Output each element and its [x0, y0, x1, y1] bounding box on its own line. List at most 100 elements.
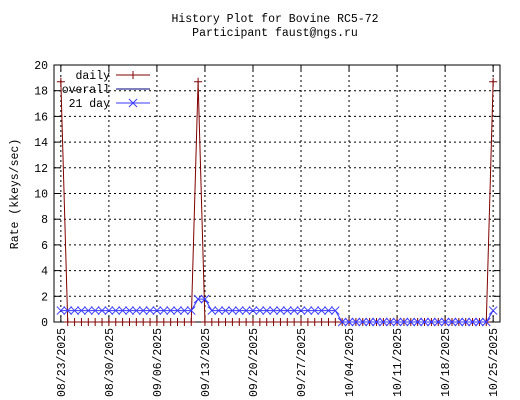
point-marker	[200, 318, 209, 326]
point-marker	[90, 306, 100, 315]
point-marker	[139, 318, 148, 326]
point-marker	[118, 306, 127, 315]
x-tick-label: 10/04/2025	[344, 328, 357, 397]
point-marker	[98, 318, 107, 326]
point-marker	[173, 306, 182, 315]
legend-label: overall	[62, 84, 110, 97]
x-tick-label: 10/25/2025	[488, 328, 501, 397]
point-marker	[91, 318, 100, 326]
point-marker	[221, 318, 230, 326]
point-marker	[269, 306, 278, 315]
point-marker	[351, 317, 361, 327]
point-marker	[77, 306, 86, 315]
point-marker	[241, 306, 251, 315]
point-marker	[358, 317, 368, 327]
point-marker	[433, 317, 443, 327]
point-marker	[125, 306, 134, 315]
point-marker	[269, 318, 278, 326]
y-tick-label: 18	[34, 86, 48, 99]
y-tick-label: 16	[34, 111, 48, 124]
point-marker	[221, 306, 230, 315]
point-marker	[310, 318, 319, 326]
point-marker	[234, 306, 244, 315]
y-tick-label: 12	[34, 163, 48, 176]
point-marker	[97, 306, 107, 315]
y-tick-label: 8	[41, 214, 48, 227]
point-marker	[330, 306, 340, 315]
point-marker	[193, 294, 203, 304]
point-marker	[70, 306, 79, 315]
point-marker	[447, 317, 457, 327]
y-tick-label: 2	[41, 291, 48, 304]
point-marker	[290, 318, 299, 326]
point-marker	[310, 306, 320, 315]
legend-marker	[129, 71, 137, 79]
point-marker	[145, 306, 155, 315]
point-marker	[228, 318, 237, 326]
point-marker	[317, 306, 326, 315]
point-marker	[262, 318, 271, 326]
point-marker	[420, 317, 429, 327]
point-marker	[166, 306, 175, 315]
point-marker	[365, 317, 374, 327]
point-marker	[56, 77, 65, 86]
point-marker	[255, 318, 264, 326]
point-marker	[118, 318, 127, 326]
point-marker	[489, 77, 498, 86]
x-tick-label: 10/11/2025	[392, 328, 405, 397]
point-marker	[324, 318, 333, 326]
x-tick-label: 09/20/2025	[248, 328, 261, 397]
y-tick-label: 10	[34, 189, 48, 202]
point-marker	[296, 306, 306, 315]
x-tick-label: 09/13/2025	[200, 328, 213, 397]
chart-title: History Plot for Bovine RC5-72	[171, 13, 378, 26]
x-tick-label: 10/18/2025	[440, 328, 453, 397]
point-marker	[283, 318, 292, 326]
point-marker	[111, 306, 121, 315]
point-marker	[146, 318, 155, 326]
legend-label: daily	[75, 70, 110, 83]
x-tick-label: 09/06/2025	[152, 328, 165, 397]
point-marker	[297, 318, 306, 326]
point-marker	[427, 317, 436, 327]
y-tick-label: 0	[41, 317, 48, 330]
point-marker	[125, 318, 134, 326]
point-marker	[63, 306, 73, 315]
point-marker	[138, 306, 148, 315]
point-marker	[152, 306, 162, 315]
point-marker	[276, 318, 285, 326]
point-marker	[187, 318, 196, 326]
point-marker	[276, 306, 285, 315]
point-marker	[104, 318, 113, 326]
point-marker	[454, 317, 464, 327]
point-marker	[104, 306, 114, 315]
point-marker	[56, 306, 66, 315]
point-marker	[262, 306, 272, 315]
point-marker	[289, 306, 299, 315]
point-marker	[282, 306, 292, 315]
point-marker	[228, 306, 237, 315]
series-line	[60, 298, 494, 323]
point-marker	[200, 294, 210, 304]
x-tick-label: 08/30/2025	[104, 328, 117, 397]
point-marker	[461, 317, 471, 327]
point-marker	[481, 317, 491, 327]
point-marker	[385, 317, 395, 327]
series-line	[60, 81, 494, 323]
point-marker	[337, 317, 347, 327]
point-marker	[173, 318, 182, 326]
y-axis-label: Rate (kkeys/sec)	[9, 139, 22, 249]
point-marker	[131, 306, 141, 315]
point-marker	[207, 318, 216, 326]
x-tick-label: 08/23/2025	[56, 328, 69, 397]
point-marker	[379, 317, 388, 327]
point-marker	[180, 318, 189, 326]
point-marker	[77, 318, 86, 326]
point-marker	[324, 306, 333, 315]
point-marker	[248, 318, 257, 326]
point-marker	[159, 318, 168, 326]
legend-label: 21 day	[69, 98, 111, 111]
point-marker	[372, 317, 381, 327]
chart-subtitle: Participant faust@ngs.ru	[192, 27, 358, 40]
